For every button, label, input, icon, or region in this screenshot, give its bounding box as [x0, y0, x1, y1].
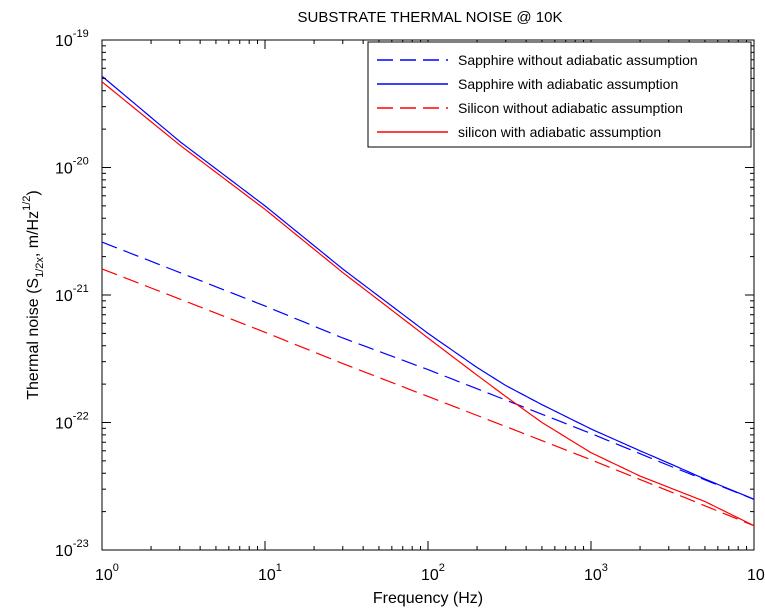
y-tick-label-1: 10-23 [55, 538, 89, 560]
x-tick-label-5: 104 [747, 562, 765, 584]
legend-items: Sapphire without adiabatic assumption Sap… [377, 52, 698, 140]
y-tick-label-1-base: 10 [55, 543, 73, 560]
x-tick-label-3-base: 10 [421, 567, 439, 584]
x-tick-label-1-base: 10 [95, 567, 113, 584]
y-tick-label-3-exponent: -21 [73, 283, 89, 295]
y-tick-label-5: 10-19 [55, 28, 89, 50]
chart-title: SUBSTRATE THERMAL NOISE @ 10K [297, 9, 562, 26]
legend-label-3: Silicon without adiabatic assumption [458, 100, 683, 116]
legend-label-1: Sapphire without adiabatic assumption [458, 52, 698, 68]
x-tick-label-4-exponent: 3 [602, 562, 608, 574]
y-axis-label-prefix: Thermal noise (S [25, 278, 42, 400]
legend: Sapphire without adiabatic assumption Sap… [367, 41, 752, 148]
x-tick-label-2: 101 [258, 562, 282, 584]
y-tick-label-3-base: 10 [55, 288, 73, 305]
legend-label-2: Sapphire with adiabatic assumption [458, 76, 678, 92]
x-tick-labels: 100101102103104 [95, 562, 765, 584]
y-tick-label-4-exponent: -20 [73, 156, 89, 168]
series-line-1 [101, 241, 755, 500]
x-tick-label-4-base: 10 [584, 567, 602, 584]
x-tick-label-1: 100 [95, 562, 119, 584]
x-tick-label-5-base: 10 [747, 567, 765, 584]
y-axis-label-suffix: ) [25, 190, 42, 195]
x-axis-label: Frequency (Hz) [373, 590, 483, 607]
x-tick-label-2-base: 10 [258, 567, 276, 584]
series-line-3 [101, 268, 755, 527]
x-tick-label-4: 103 [584, 562, 608, 584]
y-tick-label-5-exponent: -19 [73, 28, 89, 40]
y-tick-label-3: 10-21 [55, 283, 89, 305]
y-axis-label-middle: , m/Hz [25, 211, 42, 257]
y-tick-label-4: 10-20 [55, 156, 89, 178]
y-tick-label-1-exponent: -23 [73, 538, 89, 550]
x-tick-label-1-exponent: 0 [113, 562, 119, 574]
legend-label-4: silicon with adiabatic assumption [458, 124, 661, 140]
y-axis-label-superscript: 1/2 [21, 196, 33, 211]
y-tick-label-2-base: 10 [55, 416, 73, 433]
y-tick-label-5-base: 10 [55, 33, 73, 50]
tick-layer [101, 39, 755, 551]
x-tick-label-2-exponent: 1 [276, 562, 282, 574]
y-axis-label-subscript: 1/2x [34, 257, 46, 278]
series-line-4 [101, 81, 755, 527]
series-layer [101, 75, 755, 527]
x-tick-label-3-exponent: 2 [439, 562, 445, 574]
x-tick-label-3: 102 [421, 562, 445, 584]
y-tick-label-2: 10-22 [55, 411, 89, 433]
y-tick-label-4-base: 10 [55, 161, 73, 178]
series-line-2 [101, 75, 755, 500]
y-tick-label-2-exponent: -22 [73, 411, 89, 423]
y-axis-label: Thermal noise (S1/2x, m/Hz1/2) [21, 190, 46, 399]
